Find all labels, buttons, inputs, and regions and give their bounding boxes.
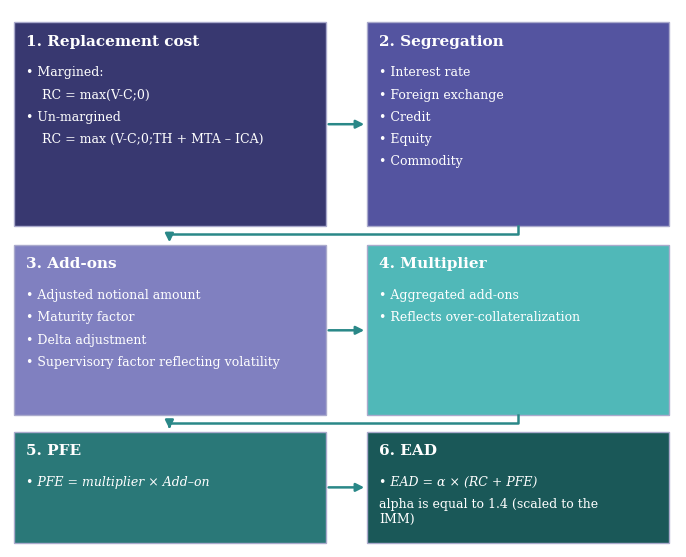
Text: alpha is equal to 1.4 (scaled to the
IMM): alpha is equal to 1.4 (scaled to the IMM… (379, 498, 598, 526)
Text: 4. Multiplier: 4. Multiplier (379, 257, 487, 271)
FancyBboxPatch shape (367, 22, 669, 226)
Text: • EAD = α × (RC + PFE): • EAD = α × (RC + PFE) (379, 476, 538, 488)
FancyBboxPatch shape (14, 432, 326, 543)
Text: • Commodity: • Commodity (379, 155, 463, 169)
Text: 3. Add-ons: 3. Add-ons (26, 257, 117, 271)
Text: RC = max (V-C;0;TH + MTA – ICA): RC = max (V-C;0;TH + MTA – ICA) (26, 133, 263, 146)
Text: • Delta adjustment: • Delta adjustment (26, 334, 146, 346)
FancyBboxPatch shape (14, 245, 326, 415)
Text: • Margined:: • Margined: (26, 66, 104, 79)
Text: RC = max(V-C;0): RC = max(V-C;0) (26, 89, 150, 101)
FancyBboxPatch shape (14, 22, 326, 226)
FancyBboxPatch shape (367, 245, 669, 415)
Text: • PFE = multiplier × Add–on: • PFE = multiplier × Add–on (26, 476, 209, 488)
FancyBboxPatch shape (367, 432, 669, 543)
Text: • Un-margined: • Un-margined (26, 111, 121, 124)
Text: • Maturity factor: • Maturity factor (26, 311, 134, 324)
Text: • Aggregated add-ons: • Aggregated add-ons (379, 289, 519, 302)
Text: • Equity: • Equity (379, 133, 432, 146)
Text: • Adjusted notional amount: • Adjusted notional amount (26, 289, 200, 302)
Text: 2. Segregation: 2. Segregation (379, 35, 504, 48)
Text: • Foreign exchange: • Foreign exchange (379, 89, 504, 101)
Text: • Interest rate: • Interest rate (379, 66, 471, 79)
Text: • Supervisory factor reflecting volatility: • Supervisory factor reflecting volatili… (26, 356, 280, 369)
Text: • Reflects over-collateralization: • Reflects over-collateralization (379, 311, 580, 324)
Text: 1. Replacement cost: 1. Replacement cost (26, 35, 200, 48)
Text: • Credit: • Credit (379, 111, 431, 124)
Text: 6. EAD: 6. EAD (379, 444, 438, 458)
Text: 5. PFE: 5. PFE (26, 444, 81, 458)
